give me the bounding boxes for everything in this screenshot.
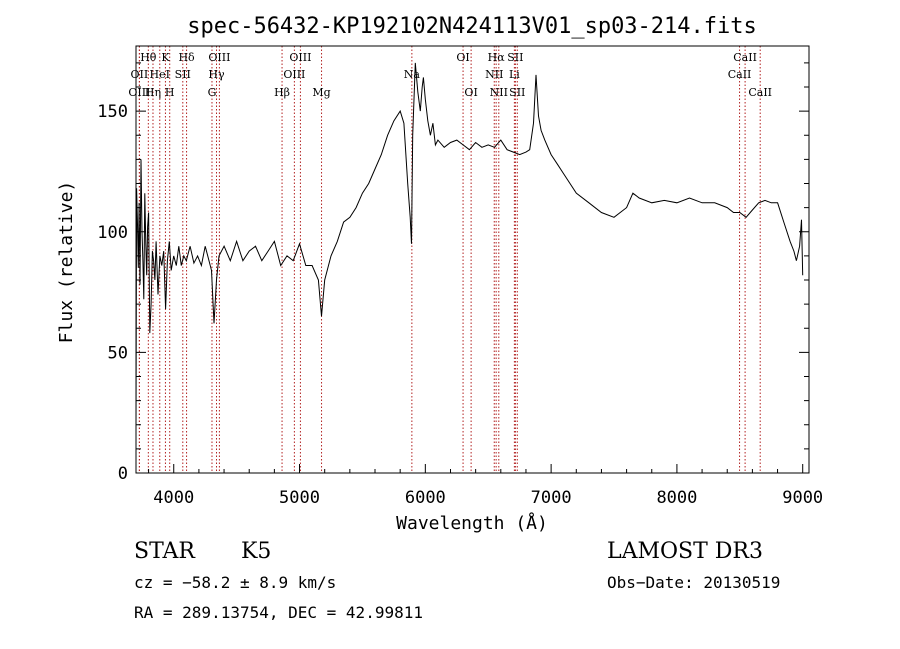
spectral-line-label: SII [509,86,525,99]
y-axis-label: Flux (relative) [56,181,77,344]
spectral-line-label: OII [131,68,149,81]
spectral-line-label: Hβ [274,86,290,99]
spectral-line-label: OIII [128,86,150,99]
spectral-line-label: Mg [312,86,330,99]
x-tick-label: 8000 [656,488,697,508]
object-class: STAR [134,539,195,564]
x-axis: 4000 5000 6000 7000 8000 9000 [148,464,823,508]
spectral-line-label: OIII [289,51,311,64]
spectral-line-label: OI [456,51,469,64]
x-tick-label: 5000 [279,488,320,508]
spectral-line-label: OIII [283,68,305,81]
coordinates: RA = 289.13754, DEC = 42.99811 [134,603,423,622]
spectral-line-label: NII [485,68,503,81]
y-tick-label: 150 [97,102,128,122]
y-tick-label: 100 [97,223,128,243]
spectral-line-label: Hα [488,51,506,64]
x-tick-label: 6000 [405,488,446,508]
x-tick-label: 4000 [153,488,194,508]
spectral-line-label: Hθ [140,51,157,64]
y-tick-label: 50 [108,343,128,363]
survey-name: LAMOST DR3 [607,539,763,564]
spectral-line-label: CaII [748,86,772,99]
spectral-line-label: HeI [150,68,170,81]
chart-title: spec-56432-KP192102N424113V01_sp03-214.f… [187,14,757,39]
spectral-line-label: SII [507,51,523,64]
spectral-line-label: H [165,86,175,99]
x-tick-label: 7000 [531,488,572,508]
y-axis: 0 50 100 150 [97,62,809,484]
y-tick-label: 0 [118,464,128,484]
spectral-line-label: NII [490,86,508,99]
spectral-line-label: Hη [145,86,161,99]
spectral-subclass: K5 [241,539,272,564]
spectral-line-label: K [161,51,170,64]
observation-date: Obs−Date: 20130519 [607,573,781,592]
plot-frame [135,45,810,474]
spectral-line-label: SII [175,68,191,81]
spectral-line-label: OI [464,86,477,99]
spectral-line-markers [138,46,761,473]
x-axis-label: Wavelength (Å) [396,512,548,534]
spectral-line-label: Hδ [178,51,195,64]
x-tick-label: 9000 [782,488,823,508]
spectral-line-label: CaII [728,68,752,81]
spectral-line-label: OIII [208,51,230,64]
spectral-line-label: Hγ [208,68,225,81]
spectrum-line [135,62,804,425]
spectral-line-label: CaII [733,51,757,64]
redshift-velocity: cz = −58.2 ± 8.9 km/s [134,573,337,592]
spectral-line-label: G [208,86,217,99]
spectral-line-label: Li [509,68,520,81]
spectral-line-label: Na [404,68,421,81]
